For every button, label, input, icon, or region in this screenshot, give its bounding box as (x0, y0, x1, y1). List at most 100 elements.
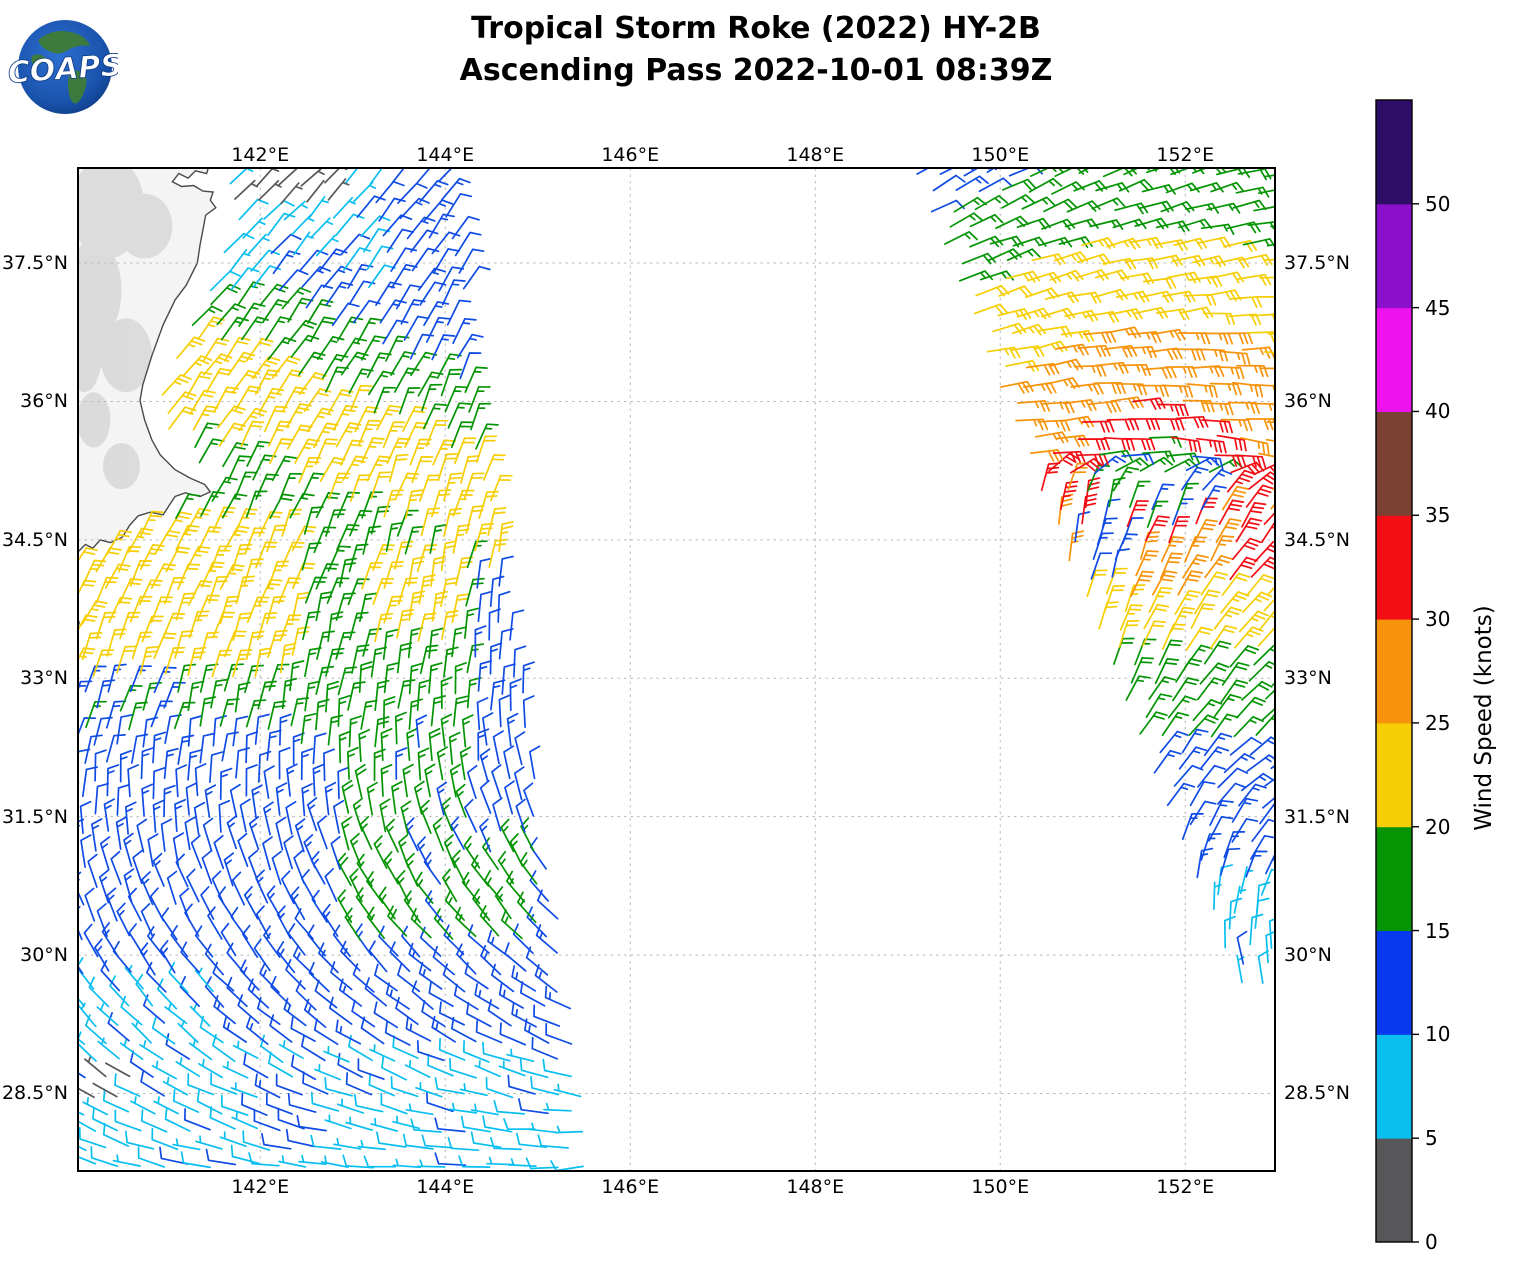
wind-barb (1232, 381, 1264, 398)
wind-barb (1255, 714, 1275, 736)
wind-barb (245, 1015, 269, 1045)
wind-barb (421, 1000, 446, 1028)
wind-barb (366, 781, 378, 816)
wind-barb (360, 335, 387, 361)
wind-barb (450, 816, 465, 850)
wind-barb (419, 644, 439, 675)
wind-barb (302, 1071, 329, 1095)
wind-barb (267, 212, 296, 237)
wind-barb (80, 834, 92, 868)
wind-barb (102, 1088, 130, 1113)
wind-barb (1103, 585, 1126, 613)
wind-barb (127, 527, 154, 553)
wind-barb (437, 168, 453, 183)
wind-barb (498, 982, 524, 1009)
wind-barb (404, 525, 425, 555)
wind-barb (315, 492, 341, 519)
wind-barb (1285, 367, 1315, 380)
wind-barb (245, 630, 265, 661)
wind-barb (1173, 764, 1204, 787)
wind-barb (337, 766, 350, 800)
wind-barb (78, 680, 93, 693)
wind-barb (354, 763, 367, 798)
wind-barb (1170, 606, 1196, 633)
wind-barb (251, 356, 281, 380)
wind-barb (1053, 251, 1089, 264)
wind-barb (1093, 382, 1126, 395)
wind-barb (409, 333, 435, 360)
wind-barb (1218, 350, 1251, 366)
wind-barb (237, 994, 260, 1024)
wind-barb (1202, 469, 1233, 491)
wind-barb (369, 1044, 396, 1062)
wind-barb (78, 957, 95, 990)
colorbar-tick-label: 0 (1425, 1230, 1438, 1254)
wind-barb (278, 746, 291, 780)
wind-barb (419, 474, 441, 502)
wind-barb (431, 590, 448, 622)
wind-barb (212, 611, 236, 639)
wind-barb (422, 403, 448, 430)
wind-barb (401, 925, 421, 958)
wind-barb (1145, 515, 1170, 542)
wind-barb (1241, 772, 1274, 792)
wind-barb (136, 818, 148, 853)
wind-barb (106, 887, 118, 922)
wind-barb (318, 942, 339, 974)
wind-barb (333, 196, 356, 219)
wind-barb (125, 1130, 155, 1150)
wind-barb (345, 168, 359, 184)
wind-barb (276, 941, 296, 974)
wind-barb (307, 299, 334, 324)
wind-barb (223, 232, 255, 254)
wind-barb (433, 248, 460, 273)
wind-barb (1215, 518, 1242, 544)
wind-barb (500, 818, 515, 853)
wind-barb (196, 1089, 223, 1115)
wind-barb (467, 924, 490, 954)
wind-barb (366, 455, 392, 482)
colorbar-axis-label: Wind Speed (knots) (1471, 605, 1497, 831)
wind-barb (123, 868, 135, 903)
wind-barb (379, 798, 391, 833)
wind-barb (1217, 767, 1249, 789)
wind-barb (276, 905, 292, 940)
wind-barb (199, 732, 216, 764)
wind-barb (344, 907, 361, 941)
wind-barb (348, 715, 363, 748)
wind-barb (298, 456, 322, 484)
wind-barb (357, 1139, 387, 1151)
wind-barb (529, 836, 547, 870)
wind-barb (127, 764, 139, 798)
wind-barb (1164, 458, 1199, 473)
wind-barb (186, 371, 213, 397)
wind-barb (82, 1097, 109, 1116)
wind-barb (347, 578, 370, 606)
wind-barb (1231, 818, 1259, 843)
wind-barb (120, 995, 143, 1026)
wind-barb (301, 472, 326, 499)
wind-barb (1248, 660, 1275, 682)
wind-barb (1045, 377, 1080, 390)
wind-barb (1234, 626, 1264, 649)
wind-barb (254, 713, 270, 745)
wind-barb (333, 799, 345, 834)
wind-barb (385, 818, 399, 853)
wind-barb (383, 595, 404, 624)
wind-barb (198, 438, 225, 464)
wind-barb (139, 510, 164, 537)
wind-barb (245, 731, 259, 764)
wind-barb (1246, 754, 1275, 772)
wind-barb (303, 834, 316, 869)
wind-barb (116, 714, 133, 745)
wind-barb (1055, 434, 1090, 448)
wind-barb (282, 386, 308, 413)
wind-barb (383, 489, 405, 518)
wind-barb (129, 1050, 154, 1078)
wind-barb (358, 661, 373, 693)
wind-barb (1164, 365, 1198, 378)
wind-barb (266, 885, 282, 919)
wind-barb (497, 850, 515, 885)
wind-barb (498, 694, 511, 728)
wind-barb (396, 608, 415, 639)
